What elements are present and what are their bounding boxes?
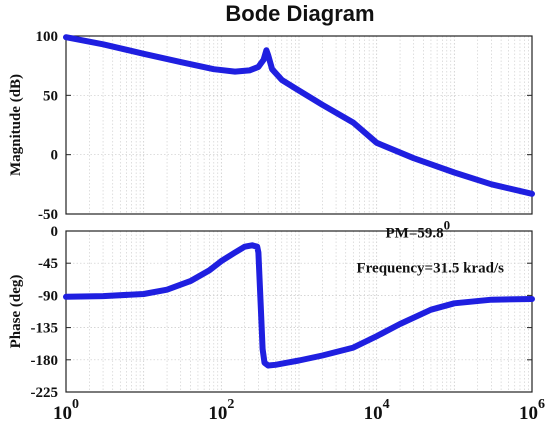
phase-ylabel: Phase (deg) [8,275,24,349]
phase-ytick-label: -90 [38,288,58,304]
x-tick-exponent: 2 [227,397,234,412]
x-tick-label: 102 [208,397,234,424]
magnitude-ytick-label: 0 [51,148,59,164]
phase-ytick-label: -225 [31,385,59,401]
magnitude-ylabel: Magnitude (dB) [8,74,24,176]
phase-panel: 0 -45 -90 -135 -180 -225 Phase (deg) PM=59.80 Fr… [8,217,535,401]
magnitude-ytick-label: 50 [43,88,58,104]
magnitude-panel: 100 50 0 -50 Magnitude (dB) [8,29,535,223]
phase-ytick-label: -45 [38,256,58,272]
phase-annotation: Frequency=31.5 krad/s [357,261,505,277]
phase-ytick-label: -135 [31,321,59,337]
magnitude-frame [65,35,533,215]
x-tick-exponent: 4 [383,397,390,412]
x-tick-label: 100 [53,397,79,424]
annotation-superscript: 0 [444,217,451,232]
phase-annotation: PM=59.80 [386,217,451,241]
phase-series-line [63,242,535,369]
phase-ytick-label: 0 [51,224,59,240]
magnitude-ytick-label: -50 [38,207,58,223]
chart-title: Bode Diagram [225,1,374,26]
x-tick-label: 104 [364,397,390,424]
x-tick-exponent: 0 [72,397,79,412]
phase-frame [65,230,533,393]
x-tick-exponent: 6 [538,397,545,412]
magnitude-series-line [63,34,535,197]
x-tick-label: 106 [519,397,545,424]
phase-ytick-label: -180 [31,353,59,369]
magnitude-ytick-label: 100 [36,29,59,45]
